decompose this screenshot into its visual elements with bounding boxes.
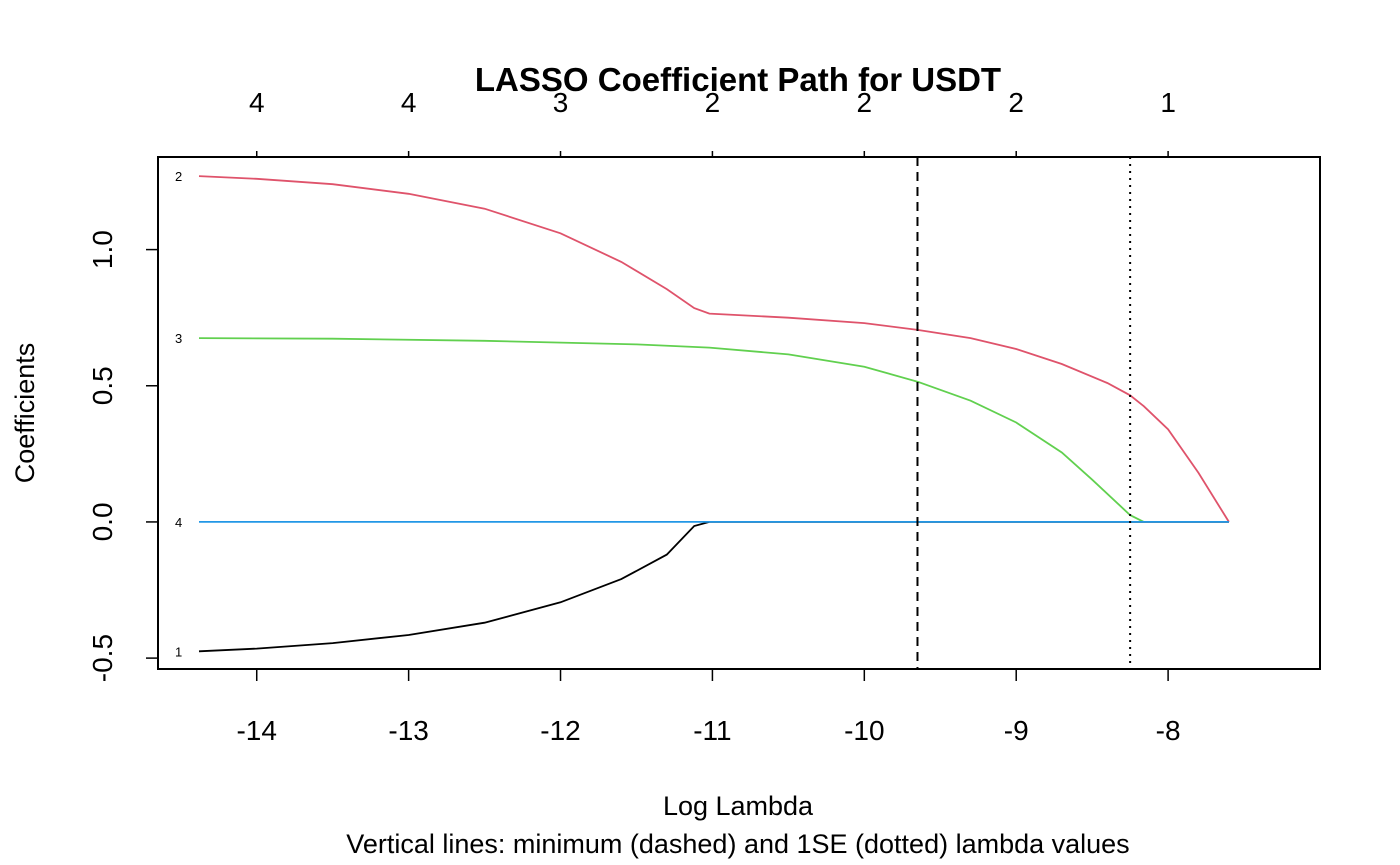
series-label-1: 1: [175, 644, 182, 659]
series-line-1: [198, 521, 1229, 653]
x-tick-label: -10: [844, 715, 884, 746]
series-line-2: [198, 175, 1230, 523]
x-tick-label: -8: [1156, 715, 1181, 746]
series-label-4: 4: [175, 515, 182, 530]
axes-layer: -14 -13 -12 -11 -10 -9 -8 4 4 3 2 2 2 1 -0.5 0.0 0.5 1.0: [87, 87, 1181, 746]
x-tick-label: -14: [236, 715, 276, 746]
top-tick-label: 2: [1008, 87, 1024, 118]
top-tick-label: 2: [857, 87, 873, 118]
top-tick-label: 2: [705, 87, 721, 118]
x-tick-label: -9: [1004, 715, 1029, 746]
plot-frame: [157, 156, 1321, 670]
series-line-3: [198, 337, 1145, 523]
x-tick-label: -11: [693, 715, 731, 746]
y-tick-label: 0.0: [87, 502, 118, 541]
y-axis-label: Coefficients: [10, 343, 40, 484]
series-label-3: 3: [175, 331, 182, 346]
series-label-2: 2: [175, 169, 182, 184]
x-tick-label: -12: [540, 715, 580, 746]
series-layer: 1 2 3 4: [175, 169, 1230, 659]
vline-layer: [916, 157, 1132, 669]
x-axis-label: Log Lambda: [663, 791, 814, 821]
y-tick-label: 0.5: [87, 366, 118, 405]
chart-title: LASSO Coefficient Path for USDT: [475, 61, 1001, 98]
top-tick-label: 4: [401, 87, 417, 118]
top-tick-label: 4: [249, 87, 265, 118]
top-tick-label: 3: [553, 87, 569, 118]
y-tick-label: 1.0: [87, 230, 118, 269]
top-tick-label: 1: [1160, 87, 1176, 118]
y-tick-label: -0.5: [87, 634, 118, 682]
x-tick-label: -13: [388, 715, 428, 746]
subtitle: Vertical lines: minimum (dashed) and 1SE…: [346, 829, 1129, 859]
